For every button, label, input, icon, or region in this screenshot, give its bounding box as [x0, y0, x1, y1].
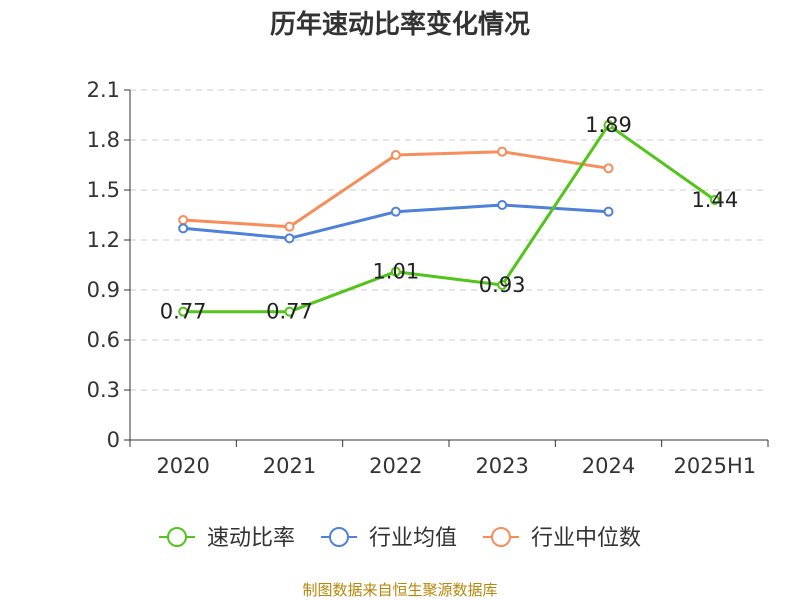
x-tick-label: 2025H1	[674, 454, 757, 478]
data-labels: 0.77 0.77 1.01 0.93 1.89 1.44	[160, 113, 738, 324]
data-point	[284, 233, 295, 244]
y-tick-label: 0.6	[87, 328, 120, 352]
series-lines	[178, 120, 720, 317]
x-tick-label: 2023	[475, 454, 528, 478]
data-label: 1.44	[691, 188, 738, 212]
legend-item-2[interactable]: 行业均值	[321, 526, 457, 551]
x-tick-label: 2021	[263, 454, 316, 478]
data-point	[178, 215, 189, 225]
legend-item-3[interactable]: 行业中位数	[483, 526, 641, 551]
x-tick-label: 2020	[156, 454, 209, 478]
data-point	[284, 221, 295, 232]
series-line	[183, 123, 716, 314]
data-point	[603, 206, 614, 217]
y-tick-label: 0.3	[87, 378, 120, 402]
data-label: 0.93	[479, 273, 526, 297]
y-tick-label: 2.1	[87, 78, 120, 102]
data-point	[178, 223, 189, 234]
data-label: 0.77	[160, 300, 207, 324]
data-point	[497, 280, 508, 290]
data-label: 0.77	[266, 300, 313, 324]
y-tick-label: 1.8	[87, 128, 120, 152]
data-point	[178, 306, 189, 317]
x-tick-label: 2024	[582, 454, 635, 478]
legend-item-1[interactable]: 速动比率	[159, 526, 295, 551]
data-point	[390, 150, 401, 160]
legend-label: 行业中位数	[531, 526, 641, 551]
data-point	[603, 163, 614, 174]
legend-marker	[329, 527, 349, 547]
data-point	[390, 206, 401, 217]
chart-title: 历年速动比率变化情况	[270, 9, 530, 40]
grid-lines	[130, 89, 768, 391]
data-point	[497, 146, 508, 157]
legend[interactable]: 速动比率 行业均值 行业中位数	[159, 526, 641, 551]
data-point	[497, 200, 508, 210]
y-tick-label: 0	[107, 428, 120, 452]
legend-label: 速动比率	[207, 526, 295, 551]
data-point	[284, 306, 295, 317]
data-label: 1.89	[585, 113, 632, 137]
legend-marker	[491, 527, 511, 547]
legend-label: 行业均值	[369, 526, 457, 551]
data-label: 1.01	[372, 260, 419, 284]
source-note: 制图数据来自恒生聚源数据库	[302, 581, 497, 599]
axes: 0 0.3 0.6 0.9 1.2 1.5 1.8 2.1 2020 2021 2022 2023 20…	[87, 78, 769, 478]
y-tick-label: 1.2	[87, 228, 120, 252]
y-tick-label: 1.5	[87, 178, 120, 202]
x-tick-label: 2022	[369, 454, 422, 478]
data-point	[709, 195, 720, 205]
data-point	[390, 266, 401, 277]
data-point	[603, 120, 614, 130]
legend-marker	[167, 527, 187, 547]
y-tick-label: 0.9	[87, 278, 120, 302]
